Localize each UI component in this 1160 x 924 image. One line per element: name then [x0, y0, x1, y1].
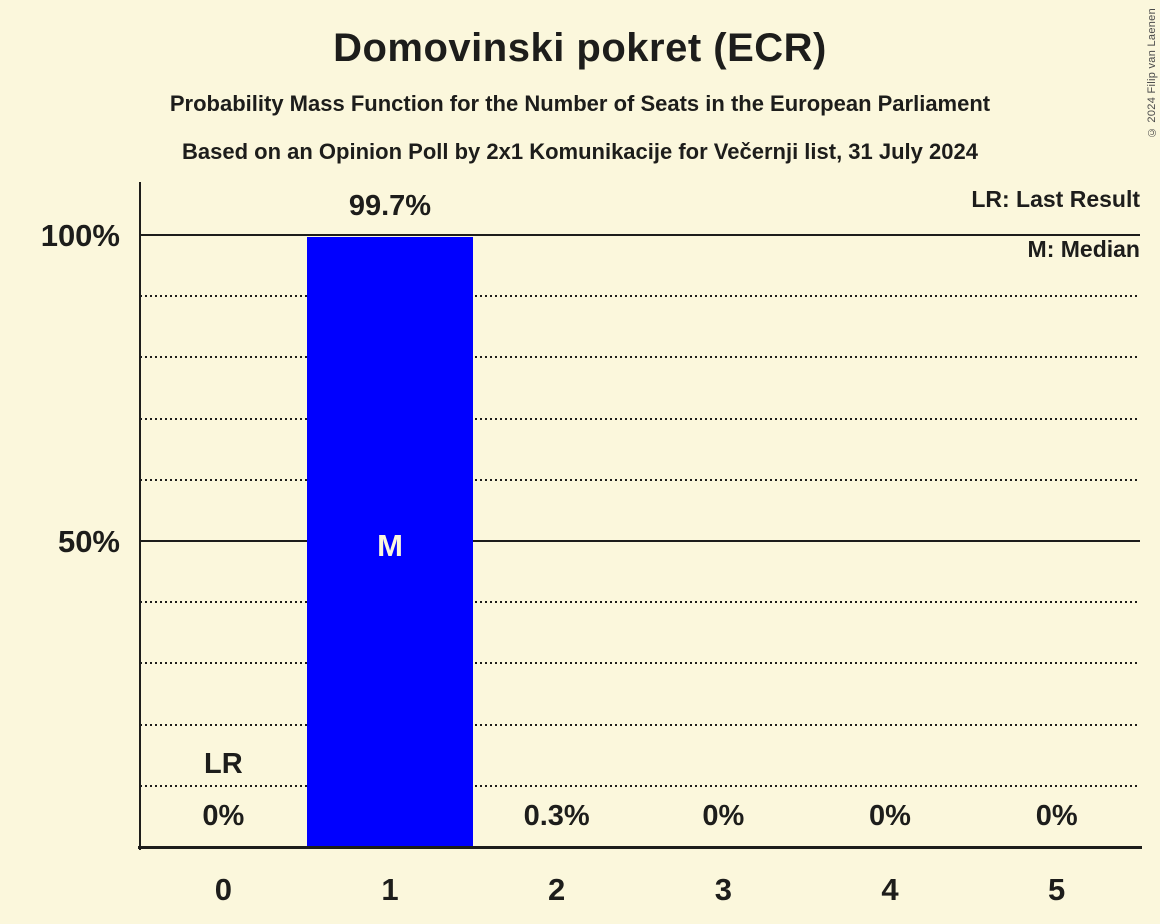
copyright-notice: © 2024 Filip van Laenen [1146, 8, 1158, 139]
value-label-2: 0.3% [523, 800, 590, 832]
value-label-5: 0% [1035, 800, 1078, 832]
y-axis-label-50: 50% [57, 524, 120, 559]
value-label-3: 0% [702, 800, 745, 832]
chart-subtitle: Probability Mass Function for the Number… [169, 91, 991, 116]
gridline-solid-50 [140, 540, 1140, 542]
x-axis-line [138, 846, 1142, 849]
value-label-4: 0% [869, 800, 911, 832]
gridline-solid-100 [140, 234, 1140, 236]
value-label-0: 0% [202, 800, 245, 832]
gridline-dotted-10 [140, 784, 1140, 787]
gridline-dotted-20 [140, 723, 1140, 726]
x-tick-label-5: 5 [1048, 872, 1066, 907]
y-axis-label-100: 100% [40, 218, 120, 253]
legend-last-result: LR: Last Result [971, 186, 1140, 212]
gridline-dotted-90 [140, 295, 1140, 298]
gridline-dotted-70 [140, 417, 1140, 420]
x-tick-label-3: 3 [714, 872, 732, 907]
legend-median: M: Median [1027, 236, 1140, 262]
y-axis-line [139, 182, 141, 850]
x-tick-label-1: 1 [381, 872, 399, 907]
value-label-1: 99.7% [348, 189, 432, 222]
median-marker: M [377, 527, 403, 563]
chart-source-line: Based on an Opinion Poll by 2x1 Komunika… [182, 139, 978, 164]
page-title: Domovinski pokret (ECR) [333, 26, 827, 70]
x-tick-label-4: 4 [881, 872, 899, 907]
gridline-dotted-40 [140, 601, 1140, 604]
x-tick-label-0: 0 [214, 872, 232, 907]
gridline-dotted-60 [140, 478, 1140, 481]
probability-bar-1 [306, 236, 474, 847]
x-tick-label-2: 2 [548, 872, 566, 907]
gridline-dotted-30 [140, 662, 1140, 665]
last-result-marker: LR [203, 748, 243, 780]
gridline-dotted-80 [140, 356, 1140, 359]
